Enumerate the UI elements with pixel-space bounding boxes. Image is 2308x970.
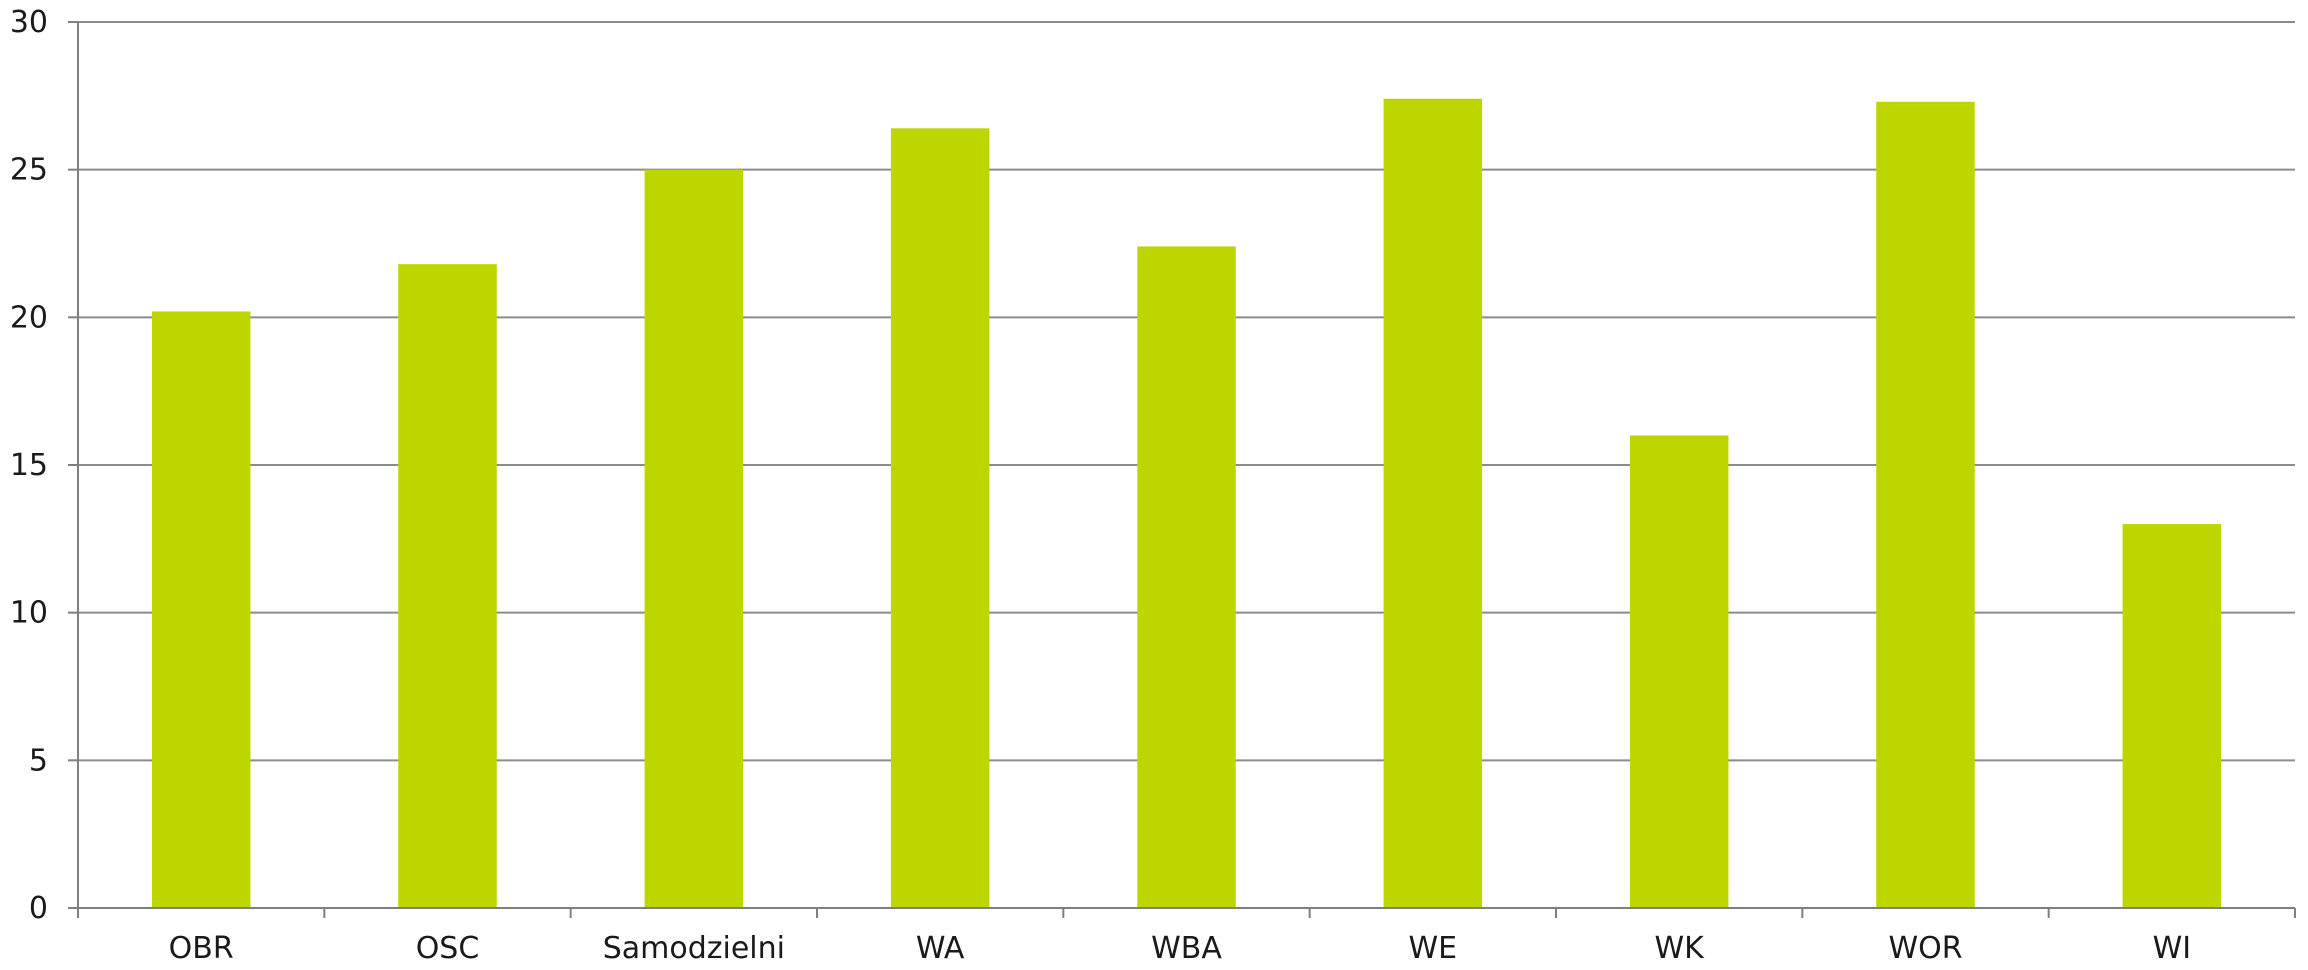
x-tick-label: Samodzielni — [603, 931, 785, 966]
y-tick-label: 0 — [29, 891, 48, 926]
bar-wa — [890, 128, 990, 908]
bar-osc — [398, 264, 497, 908]
axes — [77, 22, 2296, 918]
y-tick-label: 5 — [29, 743, 48, 778]
y-tick-label: 25 — [10, 153, 48, 188]
y-tick-labels: 0 5 10 15 20 25 30 — [10, 5, 48, 926]
y-tick-label: 30 — [10, 5, 48, 40]
bar-samodzielni — [644, 169, 744, 908]
x-tick-label: OBR — [169, 931, 234, 966]
x-tick-label: WI — [2153, 931, 2192, 966]
x-tick-label: WE — [1409, 931, 1458, 966]
bar-wba — [1137, 246, 1236, 908]
y-tick-label: 15 — [10, 448, 48, 483]
x-tick-label: WBA — [1151, 931, 1222, 966]
bar-we — [1383, 98, 1483, 908]
y-tick-label: 20 — [10, 300, 48, 335]
x-tick-label: WK — [1654, 931, 1705, 966]
bar-obr — [151, 311, 251, 909]
bar-wi — [2122, 524, 2222, 908]
x-tick-label: OSC — [416, 931, 480, 966]
bar-wor — [1876, 101, 1975, 909]
x-tick-labels: OBR OSC Samodzielni WA WBA WE WK WOR WI — [169, 931, 2191, 966]
x-tick-label: WOR — [1888, 931, 1962, 966]
bars — [151, 98, 2222, 909]
y-tick-label: 10 — [10, 596, 48, 631]
bar-wk — [1629, 435, 1729, 908]
x-tick-label: WA — [916, 931, 965, 966]
